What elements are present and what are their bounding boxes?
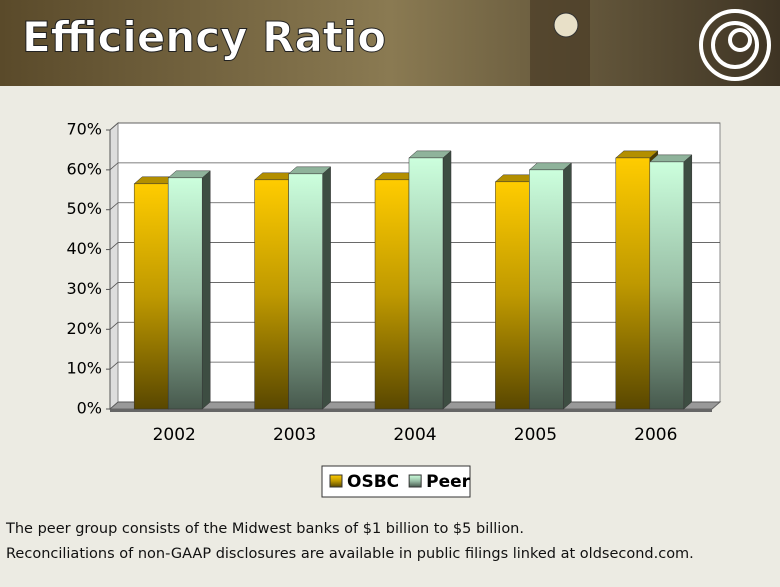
legend-label: Peer	[426, 472, 471, 492]
bar-side	[201, 170, 211, 410]
bar-side	[442, 150, 452, 410]
floor-front	[110, 409, 712, 412]
y-tick-label: 10%	[66, 359, 102, 378]
y-tick-label: 20%	[66, 319, 102, 338]
legend-swatch	[329, 474, 343, 488]
x-tick-label: 2003	[273, 425, 316, 445]
bar	[649, 161, 685, 410]
legend-label: OSBC	[347, 472, 399, 492]
x-tick-label: 2006	[634, 425, 677, 445]
bar	[529, 169, 564, 410]
bar	[615, 157, 651, 410]
legend-box	[321, 465, 471, 498]
chart: 0% 10% 20% 30% 40% 50% 60% 70% 2002 2003 2004 2005 2…	[66, 120, 722, 498]
bar-side	[322, 166, 331, 410]
bar	[133, 183, 169, 410]
y-tick-label: 0%	[77, 399, 102, 418]
bar-side	[683, 154, 693, 410]
legend-swatch	[408, 474, 422, 488]
y-tick-label: 70%	[66, 120, 102, 139]
footnote: The peer group consists of the Midwest b…	[5, 521, 524, 537]
y-tick-label: 40%	[66, 239, 102, 258]
y-tick-label: 50%	[66, 199, 102, 218]
x-tick-label: 2002	[153, 425, 196, 445]
legend: OSBC Peer	[321, 465, 471, 498]
header-band	[0, 0, 780, 86]
grid-line	[109, 122, 720, 131]
bar	[495, 181, 530, 410]
slide-title: Efficiency Ratio	[22, 13, 386, 62]
bar-side	[563, 162, 572, 410]
x-tick-label: 2004	[393, 425, 436, 445]
bar	[408, 157, 444, 410]
clock	[553, 12, 579, 38]
bar	[254, 179, 289, 410]
header-tower	[530, 0, 590, 86]
grid-line	[109, 162, 720, 171]
x-tick-label: 2005	[514, 425, 557, 445]
footnote: Reconciliations of non-GAAP disclosures …	[6, 546, 694, 562]
bar	[374, 179, 410, 410]
logo	[699, 9, 771, 81]
y-tick-label: 60%	[66, 159, 102, 178]
bar	[288, 173, 323, 410]
bar	[167, 177, 203, 410]
y-tick-label: 30%	[66, 279, 102, 298]
